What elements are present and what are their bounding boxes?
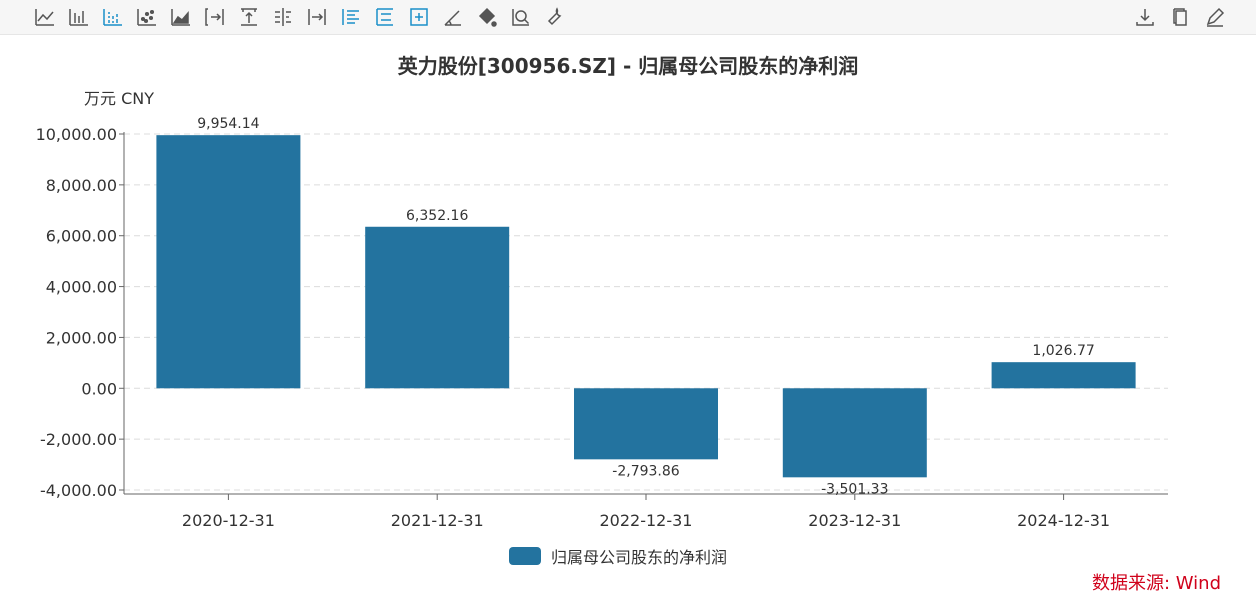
- legend-label: 归属母公司股东的净利润: [551, 548, 728, 567]
- y-tick-label: 6,000.00: [46, 227, 117, 246]
- list-indent-icon[interactable]: [373, 5, 397, 29]
- wrench-icon[interactable]: [543, 5, 567, 29]
- y-axis-unit-label: 万元 CNY: [84, 89, 155, 108]
- area-chart-icon[interactable]: [169, 5, 193, 29]
- add-box-icon[interactable]: [407, 5, 431, 29]
- y-tick-label: 10,000.00: [36, 125, 117, 144]
- bar[interactable]: [991, 362, 1136, 389]
- paint-bucket-icon[interactable]: [475, 5, 499, 29]
- line-chart-icon[interactable]: [33, 5, 57, 29]
- bar-data-label: -2,793.86: [612, 463, 679, 479]
- y-tick-label: -2,000.00: [40, 430, 117, 449]
- x-tick-label: 2020-12-31: [182, 511, 275, 530]
- bar-data-label: 1,026.77: [1032, 343, 1094, 359]
- chart-toolbar: [0, 0, 1256, 35]
- y-tick-label: 4,000.00: [46, 278, 117, 297]
- list-left-icon[interactable]: [339, 5, 363, 29]
- scatter-icon[interactable]: [135, 5, 159, 29]
- y-tick-label: 0.00: [81, 379, 117, 398]
- x-tick-label: 2021-12-31: [391, 511, 484, 530]
- data-source-label: 数据来源: Wind: [1091, 573, 1221, 594]
- arrow-right-bar-icon[interactable]: [305, 5, 329, 29]
- y-tick-label: 8,000.00: [46, 176, 117, 195]
- bracket-right-icon[interactable]: [203, 5, 227, 29]
- bar[interactable]: [574, 388, 718, 460]
- x-tick-label: 2024-12-31: [1017, 511, 1110, 530]
- bar-chart-icon[interactable]: [67, 5, 91, 29]
- copy-icon[interactable]: [1168, 5, 1192, 29]
- y-tick-label: 2,000.00: [46, 328, 117, 347]
- align-center-icon[interactable]: [271, 5, 295, 29]
- bar-data-label: -3,501.33: [821, 481, 888, 497]
- download-icon[interactable]: [1133, 5, 1157, 29]
- bar[interactable]: [782, 388, 927, 478]
- stacked-bar-icon[interactable]: [101, 5, 125, 29]
- edit-icon[interactable]: [1203, 5, 1227, 29]
- bar-data-label: 9,954.14: [197, 116, 259, 132]
- x-tick-label: 2023-12-31: [808, 511, 901, 530]
- angle-icon[interactable]: [441, 5, 465, 29]
- align-top-icon[interactable]: [237, 5, 261, 29]
- y-tick-label: -4,000.00: [40, 481, 117, 500]
- legend-item[interactable]: 归属母公司股东的净利润: [509, 545, 727, 567]
- legend-swatch: [509, 547, 541, 565]
- zoom-icon[interactable]: [509, 5, 533, 29]
- bar-data-label: 6,352.16: [406, 208, 468, 224]
- chart-title: 英力股份[300956.SZ] - 归属母公司股东的净利润: [397, 54, 859, 78]
- bar[interactable]: [365, 226, 510, 389]
- x-tick-label: 2022-12-31: [600, 511, 693, 530]
- bar[interactable]: [156, 135, 301, 389]
